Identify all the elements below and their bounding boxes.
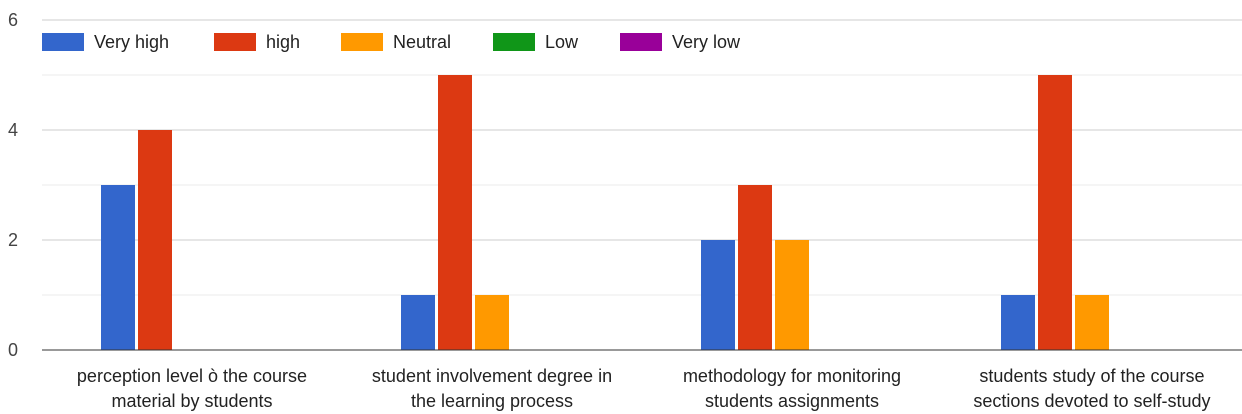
bar-neutral-cat-4 [1075,295,1109,350]
legend-label-very-low: Very low [672,32,741,52]
x-category-label: methodology for monitoring [683,366,901,386]
x-category-label: student involvement degree in [372,366,612,386]
y-tick-label: 0 [8,340,18,360]
x-category-label: the learning process [411,391,573,411]
bar-high-cat-3 [738,185,772,350]
y-tick-label: 6 [8,10,18,30]
x-category-label: students study of the course [979,366,1204,386]
x-category-label: perception level ò the course [77,366,307,386]
legend-label-low: Low [545,32,579,52]
y-axis-ticks: 0 2 4 6 [8,10,18,360]
legend-label-neutral: Neutral [393,32,451,52]
bar-high-cat-4 [1038,75,1072,350]
bar-high-cat-2 [438,75,472,350]
x-category-label: students assignments [705,391,879,411]
y-tick-label: 2 [8,230,18,250]
bar-high-cat-1 [138,130,172,350]
bar-very-high-cat-4 [1001,295,1035,350]
legend-label-very-high: Very high [94,32,169,52]
legend-swatch-very-high [42,33,84,51]
legend: Very high high Neutral Low Very low [42,32,741,52]
x-category-label: material by students [111,391,272,411]
bar-very-high-cat-2 [401,295,435,350]
legend-swatch-very-low [620,33,662,51]
legend-label-high: high [266,32,300,52]
x-axis-labels: perception level ò the course material by… [77,366,1211,411]
legend-swatch-high [214,33,256,51]
bar-neutral-cat-3 [775,240,809,350]
bar-neutral-cat-2 [475,295,509,350]
legend-swatch-low [493,33,535,51]
x-category-label: sections devoted to self-study [973,391,1210,411]
y-tick-label: 4 [8,120,18,140]
bar-very-high-cat-1 [101,185,135,350]
bars-layer [101,75,1109,350]
bar-very-high-cat-3 [701,240,735,350]
legend-swatch-neutral [341,33,383,51]
